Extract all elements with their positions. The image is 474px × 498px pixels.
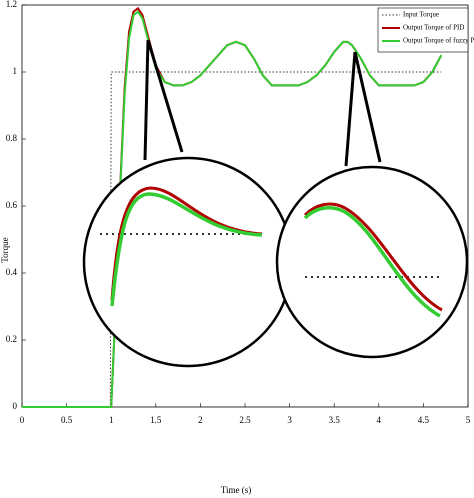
x-tick-label: 4 xyxy=(377,415,382,425)
y-tick-label: 0 xyxy=(13,401,18,411)
zoom-pid xyxy=(303,202,443,312)
y-tick-label: 1 xyxy=(13,66,18,76)
callout xyxy=(344,51,382,167)
legend-label: Output Torque of PID xyxy=(403,24,464,32)
y-tick-label: 1.2 xyxy=(6,0,17,9)
plot-area: 0 0.5 1 1.5 2 2.5 3 3.5 4 4.5 5 0 0.2 0.4 0.6 0.8 1 1.2 xyxy=(6,0,471,425)
x-tick-label: 1.5 xyxy=(150,415,162,425)
callout xyxy=(143,39,184,161)
y-axis-label: Torque xyxy=(0,237,10,262)
y-tick-label: 0.4 xyxy=(6,267,18,277)
series-line xyxy=(22,71,442,408)
legend-label: Input Torque xyxy=(403,11,439,19)
x-tick-label: 0 xyxy=(20,415,25,425)
x-tick-label: 0.5 xyxy=(61,415,73,425)
zoom-fuzzy xyxy=(110,192,263,307)
zoom-pid xyxy=(110,186,263,301)
x-axis-label: Time (s) xyxy=(221,485,251,495)
x-tick-label: 5 xyxy=(466,415,471,425)
x-tick-label: 3 xyxy=(287,415,292,425)
zoom-circle xyxy=(275,165,469,359)
x-tick-label: 1 xyxy=(109,415,114,425)
x-tick-label: 2 xyxy=(198,415,203,425)
series-line xyxy=(22,10,443,408)
zoom-fuzzy xyxy=(303,206,441,318)
y-tick-label: 0.2 xyxy=(6,334,17,344)
x-tick-label: 4.5 xyxy=(418,415,430,425)
legend-label: Output Torque of fuzzy PID xyxy=(403,37,474,45)
legend: Input Torque Output Torque of PID Output T… xyxy=(377,7,474,53)
y-tick-label: 0.8 xyxy=(6,133,18,143)
x-tick-label: 2.5 xyxy=(239,415,251,425)
y-tick-label: 0.6 xyxy=(6,200,18,210)
zoom-insets xyxy=(82,39,469,368)
x-tick-label: 3.5 xyxy=(329,415,341,425)
